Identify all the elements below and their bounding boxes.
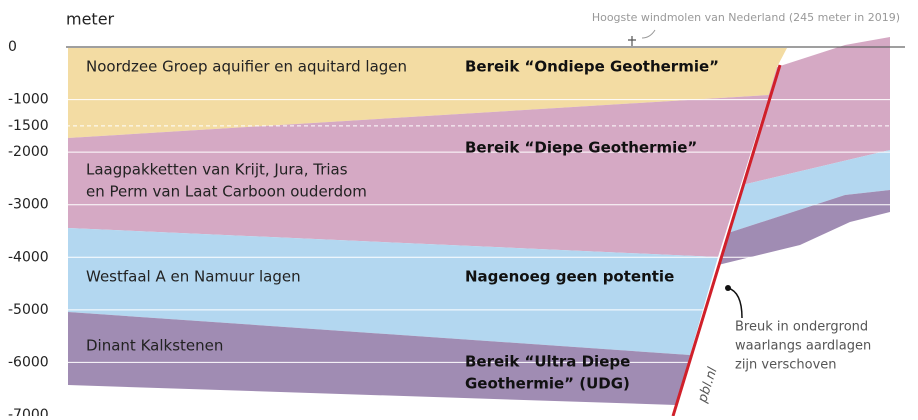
- diagram: 0 -1000 -1500 -2000 -3000 -4000 -5000 -6000 -700…: [0, 0, 918, 416]
- y-tick-label: -5000: [8, 302, 49, 318]
- y-tick-label: -7000: [8, 407, 49, 416]
- range-label: Bereik “Ondiepe Geothermie”: [465, 58, 719, 76]
- fault-arrow: [728, 288, 742, 318]
- fault-dot: [725, 285, 731, 291]
- y-tick-label: 0: [8, 39, 17, 55]
- range-label: Bereik “Diepe Geothermie”: [465, 139, 697, 157]
- y-tick-label: -1500: [8, 118, 49, 134]
- y-tick-label: -4000: [8, 249, 49, 265]
- layer-label: Noordzee Groep aquifier en aquitard lage…: [86, 58, 407, 76]
- y-tick-label: -6000: [8, 354, 49, 370]
- y-tick-label: -3000: [8, 197, 49, 213]
- y-tick-label: -1000: [8, 92, 49, 108]
- range-label: Geothermie” (UDG): [465, 375, 630, 393]
- windmill-note: Hoogste windmolen van Nederland (245 met…: [592, 11, 900, 24]
- axis-label: meter: [66, 10, 115, 29]
- source: pbl.nl: [695, 365, 721, 405]
- range-label: Bereik “Ultra Diepe: [465, 353, 630, 371]
- y-tick-label: -2000: [8, 144, 49, 160]
- fault-note: Breuk in ondergrond: [735, 320, 868, 335]
- layer-label: en Perm van Laat Carboon ouderdom: [86, 183, 367, 201]
- layer-label: Dinant Kalkstenen: [86, 337, 223, 355]
- fault-note: zijn verschoven: [735, 358, 837, 373]
- page: 0 -1000 -1500 -2000 -3000 -4000 -5000 -6000 -700…: [0, 0, 918, 420]
- range-label: Nagenoeg geen potentie: [465, 268, 674, 286]
- layer-label: Westfaal A en Namuur lagen: [86, 268, 301, 286]
- windmill-icon: [628, 36, 636, 46]
- windmill-arrow: [642, 30, 655, 38]
- layer-label: Laagpakketten van Krijt, Jura, Trias: [86, 161, 348, 179]
- fault-note: waarlangs aardlagen: [735, 339, 871, 354]
